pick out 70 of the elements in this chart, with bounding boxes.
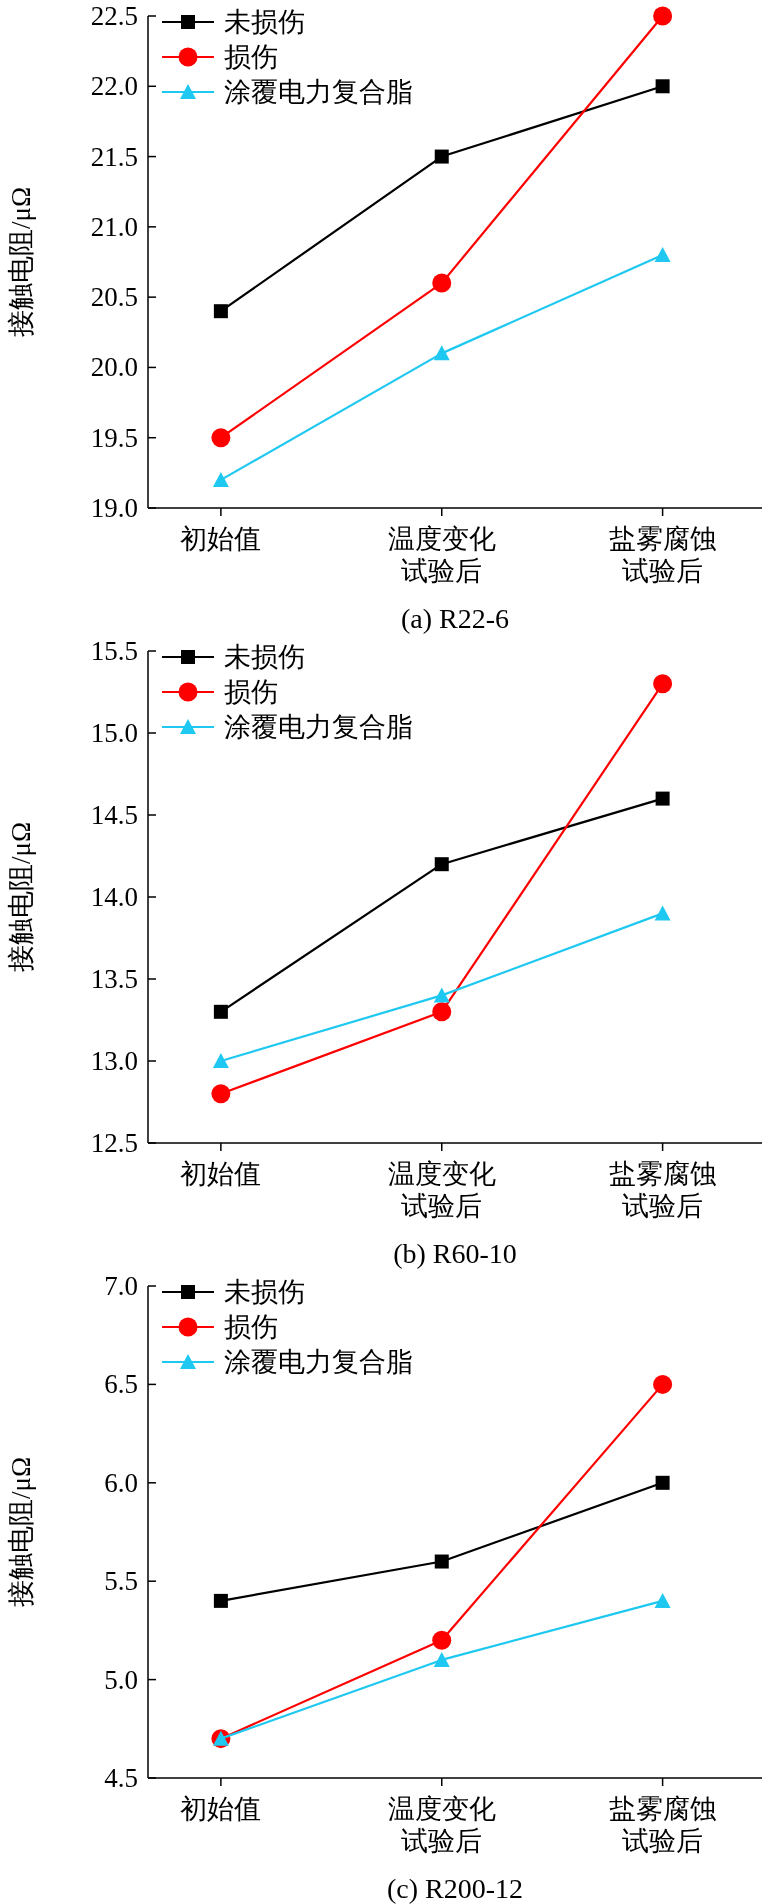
x-tick-label: 盐雾腐蚀试验后 — [608, 1159, 717, 1221]
legend-label: 损伤 — [224, 677, 278, 707]
y-tick-label: 6.5 — [104, 1369, 138, 1400]
y-tick-label: 21.0 — [90, 211, 138, 242]
y-tick-label: 22.0 — [90, 71, 138, 102]
y-tick-label: 19.0 — [90, 493, 138, 523]
y-tick-label: 13.0 — [90, 1046, 138, 1076]
point — [653, 1374, 673, 1394]
point — [653, 674, 673, 694]
y-tick-label: 5.5 — [104, 1566, 138, 1597]
point — [211, 428, 231, 448]
x-tick-label: 温度变化试验后 — [387, 1159, 496, 1221]
legend-label: 损伤 — [224, 42, 278, 72]
point — [654, 905, 671, 921]
point — [212, 1053, 229, 1068]
y-axis-title: 接触电阻/μΩ — [6, 186, 36, 338]
y-tick-label: 14.0 — [90, 882, 138, 912]
point — [433, 345, 450, 361]
legend-label: 损伤 — [224, 1312, 278, 1342]
y-tick-label: 20.5 — [90, 282, 138, 313]
legend-label: 涂覆电力复合脂 — [224, 77, 413, 107]
y-tick-label: 4.5 — [104, 1763, 138, 1793]
x-tick-label: 温度变化试验后 — [387, 524, 496, 586]
y-tick-label: 14.5 — [90, 800, 138, 830]
y-tick-label: 21.5 — [90, 141, 138, 172]
point — [434, 1554, 449, 1569]
point — [213, 304, 228, 319]
x-tick-label: 初始值 — [180, 1794, 262, 1824]
point — [654, 246, 671, 262]
x-tick-label: 初始值 — [180, 524, 262, 554]
point — [432, 1630, 452, 1650]
y-tick-label: 15.0 — [90, 718, 138, 748]
point — [433, 1651, 450, 1667]
point — [434, 857, 449, 872]
point — [433, 987, 450, 1003]
legend-label: 未损伤 — [224, 1277, 305, 1307]
y-axis-title: 接触电阻/μΩ — [6, 1456, 36, 1608]
y-tick-label: 13.5 — [90, 964, 138, 994]
point — [653, 6, 673, 26]
point — [213, 1004, 228, 1019]
y-tick-label: 7.0 — [104, 1271, 138, 1301]
x-tick-label: 初始值 — [180, 1159, 262, 1189]
text: (b) R60-10 — [393, 1238, 517, 1269]
x-tick-label: 温度变化试验后 — [387, 1794, 496, 1856]
y-tick-label: 6.0 — [104, 1467, 138, 1498]
y-tick-label: 12.5 — [90, 1128, 138, 1158]
y-tick-label: 20.0 — [90, 352, 138, 383]
point — [432, 273, 452, 293]
point — [212, 471, 229, 487]
y-axis-title: 接触电阻/μΩ — [6, 821, 36, 973]
point — [654, 1592, 671, 1608]
y-tick-label: 15.5 — [90, 636, 138, 666]
point — [211, 1084, 231, 1104]
text: (a) R22-6 — [400, 603, 510, 634]
y-tick-label: 22.5 — [90, 1, 138, 31]
point — [655, 791, 670, 806]
x-tick-label: 盐雾腐蚀试验后 — [608, 1794, 717, 1856]
point — [655, 1475, 670, 1490]
legend-label: 涂覆电力复合脂 — [224, 1347, 413, 1377]
point — [213, 1593, 228, 1608]
point — [434, 149, 449, 164]
legend-label: 未损伤 — [224, 7, 305, 37]
point — [655, 79, 670, 94]
text: (c) R200-12 — [386, 1873, 524, 1904]
y-tick-label: 19.5 — [90, 422, 138, 453]
legend-label: 涂覆电力复合脂 — [224, 712, 413, 742]
y-tick-label: 5.0 — [104, 1664, 138, 1695]
x-tick-label: 盐雾腐蚀试验后 — [608, 524, 717, 586]
point — [432, 1002, 452, 1022]
legend-label: 未损伤 — [224, 642, 305, 672]
